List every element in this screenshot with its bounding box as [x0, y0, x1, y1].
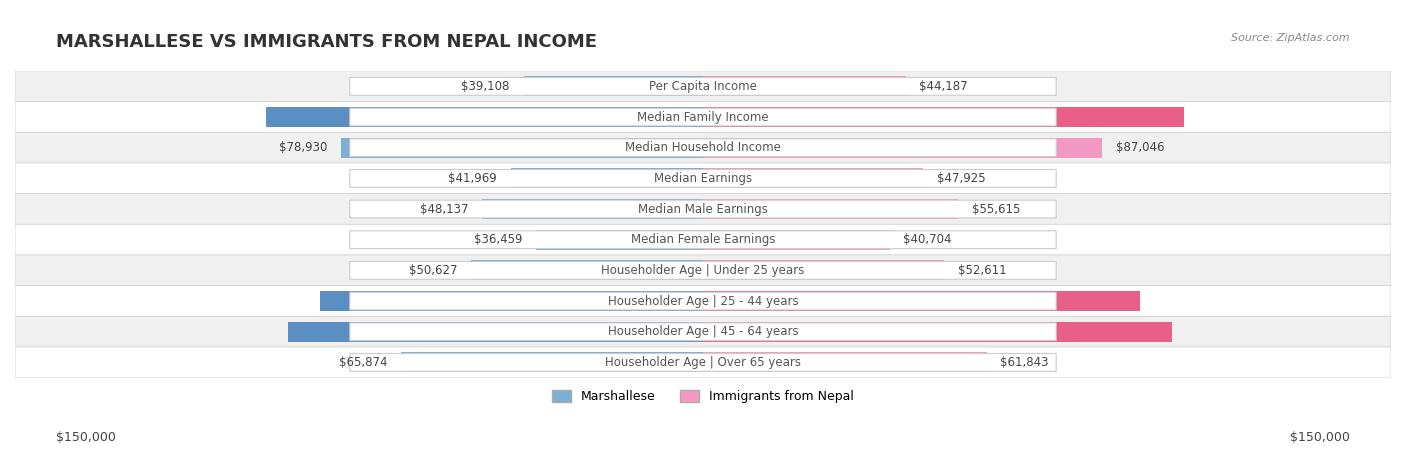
FancyBboxPatch shape — [350, 78, 1056, 95]
Text: Median Female Earnings: Median Female Earnings — [631, 233, 775, 246]
Text: $52,611: $52,611 — [957, 264, 1007, 277]
Bar — [703, 291, 1140, 311]
Text: MARSHALLESE VS IMMIGRANTS FROM NEPAL INCOME: MARSHALLESE VS IMMIGRANTS FROM NEPAL INC… — [56, 33, 598, 51]
Text: Per Capita Income: Per Capita Income — [650, 80, 756, 93]
Text: $87,046: $87,046 — [1116, 141, 1164, 154]
Bar — [703, 169, 922, 188]
Bar — [342, 138, 703, 158]
FancyBboxPatch shape — [350, 231, 1056, 248]
FancyBboxPatch shape — [15, 347, 1391, 378]
Text: $41,969: $41,969 — [449, 172, 496, 185]
Text: $95,322: $95,322 — [894, 295, 949, 308]
Text: $83,575: $83,575 — [485, 295, 538, 308]
Text: $78,930: $78,930 — [278, 141, 328, 154]
Text: $61,843: $61,843 — [1001, 356, 1049, 369]
Text: Householder Age | 25 - 44 years: Householder Age | 25 - 44 years — [607, 295, 799, 308]
Text: $102,190: $102,190 — [907, 325, 969, 338]
Legend: Marshallese, Immigrants from Nepal: Marshallese, Immigrants from Nepal — [547, 385, 859, 408]
Text: Householder Age | Over 65 years: Householder Age | Over 65 years — [605, 356, 801, 369]
FancyBboxPatch shape — [350, 323, 1056, 340]
Bar — [288, 322, 703, 342]
Text: $150,000: $150,000 — [56, 431, 117, 444]
Text: $44,187: $44,187 — [920, 80, 969, 93]
Bar — [510, 169, 703, 188]
Text: $104,966: $104,966 — [912, 111, 974, 124]
Bar — [703, 107, 1184, 127]
FancyBboxPatch shape — [350, 170, 1056, 187]
Text: $90,455: $90,455 — [468, 325, 523, 338]
FancyBboxPatch shape — [15, 71, 1391, 102]
Bar — [482, 199, 703, 219]
Text: $39,108: $39,108 — [461, 80, 510, 93]
FancyBboxPatch shape — [15, 316, 1391, 347]
Bar — [703, 138, 1102, 158]
FancyBboxPatch shape — [350, 108, 1056, 126]
Bar — [523, 77, 703, 96]
FancyBboxPatch shape — [15, 193, 1391, 225]
Text: Median Male Earnings: Median Male Earnings — [638, 203, 768, 216]
Bar — [703, 322, 1171, 342]
FancyBboxPatch shape — [15, 132, 1391, 163]
Bar — [536, 230, 703, 250]
Text: $65,874: $65,874 — [339, 356, 387, 369]
Bar — [703, 199, 957, 219]
FancyBboxPatch shape — [15, 255, 1391, 286]
Bar — [471, 261, 703, 280]
Text: Median Earnings: Median Earnings — [654, 172, 752, 185]
FancyBboxPatch shape — [350, 139, 1056, 156]
Bar — [703, 230, 890, 250]
FancyBboxPatch shape — [350, 200, 1056, 218]
Text: Median Household Income: Median Household Income — [626, 141, 780, 154]
Text: Householder Age | Under 25 years: Householder Age | Under 25 years — [602, 264, 804, 277]
Text: Median Family Income: Median Family Income — [637, 111, 769, 124]
Bar — [703, 353, 987, 372]
Text: Source: ZipAtlas.com: Source: ZipAtlas.com — [1232, 33, 1350, 42]
Text: $36,459: $36,459 — [474, 233, 522, 246]
Text: Householder Age | 45 - 64 years: Householder Age | 45 - 64 years — [607, 325, 799, 338]
Text: $95,293: $95,293 — [457, 111, 512, 124]
Bar — [319, 291, 703, 311]
Text: $50,627: $50,627 — [409, 264, 457, 277]
FancyBboxPatch shape — [350, 262, 1056, 279]
FancyBboxPatch shape — [15, 286, 1391, 317]
Text: $55,615: $55,615 — [972, 203, 1021, 216]
Bar — [401, 353, 703, 372]
Bar — [703, 261, 945, 280]
Text: $47,925: $47,925 — [936, 172, 986, 185]
FancyBboxPatch shape — [350, 354, 1056, 371]
FancyBboxPatch shape — [15, 224, 1391, 255]
Bar — [266, 107, 703, 127]
FancyBboxPatch shape — [15, 163, 1391, 194]
Text: $48,137: $48,137 — [420, 203, 468, 216]
FancyBboxPatch shape — [350, 292, 1056, 310]
Text: $150,000: $150,000 — [1289, 431, 1350, 444]
Text: $40,704: $40,704 — [904, 233, 952, 246]
Bar — [703, 77, 905, 96]
FancyBboxPatch shape — [15, 101, 1391, 133]
